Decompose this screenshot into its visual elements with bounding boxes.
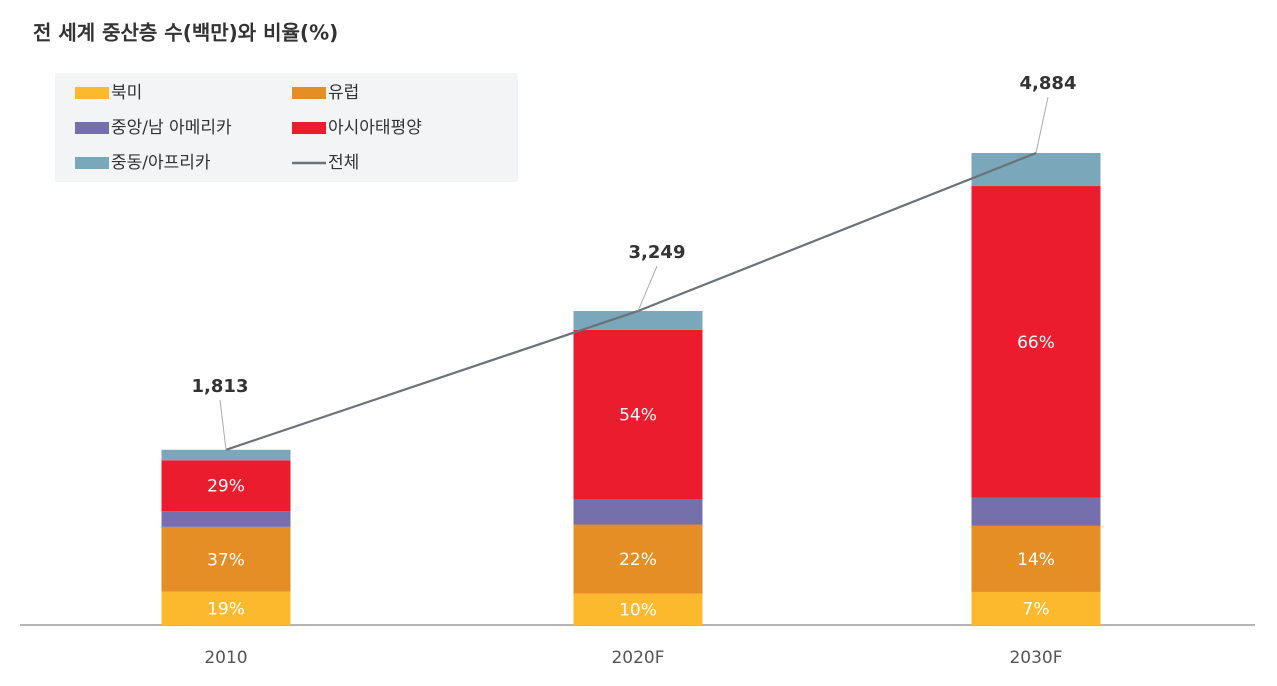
bar-segment [161, 449, 291, 461]
total-label: 1,813 [192, 376, 249, 397]
legend-label: 전체 [328, 153, 359, 173]
legend-swatch [292, 87, 326, 99]
bar-segment [971, 525, 1101, 592]
legend-label: 중동/아프리카 [111, 153, 211, 173]
legend-swatch [75, 122, 109, 134]
legend-box [55, 73, 518, 182]
bar-segment [161, 526, 291, 592]
legend-swatch [75, 157, 109, 169]
bar-segment [573, 329, 703, 500]
data-label: 29% [207, 477, 245, 497]
legend-label: 북미 [111, 83, 142, 103]
bar-segment [161, 460, 291, 512]
bar-segment [573, 499, 703, 525]
data-label: 14% [1017, 550, 1055, 570]
leader-line [219, 399, 227, 450]
total-label: 3,249 [629, 242, 686, 263]
bar-segment [971, 153, 1101, 187]
x-tick-label: 2010 [204, 648, 247, 668]
x-tick-label: 2030F [1009, 648, 1062, 668]
data-label: 19% [207, 599, 245, 619]
x-tick-label: 2020F [611, 648, 664, 668]
data-label: 22% [619, 550, 657, 570]
bar-segment [161, 591, 291, 625]
total-label: 4,884 [1020, 73, 1077, 94]
bar-segment [573, 593, 703, 625]
bar-segment [971, 186, 1101, 498]
bar-segment [161, 511, 291, 527]
data-label: 10% [619, 600, 657, 620]
bar-segment [971, 591, 1101, 625]
legend-swatch [75, 87, 109, 99]
data-label: 54% [619, 406, 657, 426]
chart-title: 전 세계 중산층 수(백만)와 비율(%) [33, 21, 338, 45]
bar-segment [971, 497, 1101, 526]
bar-segment [573, 524, 703, 594]
data-label: 66% [1017, 333, 1055, 353]
leader-line [1035, 96, 1049, 154]
data-label: 7% [1023, 599, 1050, 619]
legend-label: 유럽 [328, 83, 359, 103]
data-label: 37% [207, 550, 245, 570]
legend-swatch [292, 122, 326, 134]
legend-label: 아시아태평양 [328, 118, 422, 138]
leader-line [637, 265, 658, 312]
bar-segment [573, 311, 703, 330]
legend-label: 중앙/남 아메리카 [111, 118, 232, 138]
